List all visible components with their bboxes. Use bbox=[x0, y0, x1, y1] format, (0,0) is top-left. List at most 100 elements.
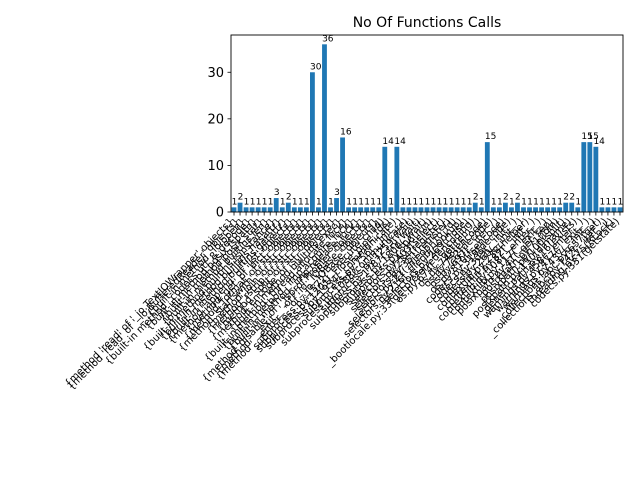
bar-value-label: 1 bbox=[232, 197, 238, 207]
bar bbox=[249, 207, 255, 212]
y-tick-label: 10 bbox=[207, 159, 224, 174]
bar bbox=[334, 198, 339, 212]
bar-value-label: 1 bbox=[346, 197, 352, 207]
bar-value-label: 1 bbox=[606, 197, 612, 207]
bar bbox=[490, 207, 496, 212]
bar bbox=[418, 207, 424, 212]
bar-value-label: 1 bbox=[262, 197, 268, 207]
bar bbox=[382, 146, 388, 212]
chart-title: No Of Functions Calls bbox=[353, 15, 502, 31]
bar-value-label: 1 bbox=[388, 197, 394, 207]
bar bbox=[539, 207, 544, 212]
bar bbox=[340, 137, 345, 212]
bar bbox=[454, 207, 460, 212]
bar-value-label: 2 bbox=[569, 193, 575, 203]
bar bbox=[424, 207, 430, 212]
bar bbox=[478, 207, 484, 212]
bar-value-label: 1 bbox=[280, 197, 286, 207]
bar-value-label: 16 bbox=[340, 127, 352, 137]
bar bbox=[279, 207, 285, 212]
bar-value-label: 1 bbox=[256, 197, 262, 207]
x-axis: {method 'read' of '_io.TextIOWrapper' ob… bbox=[63, 212, 622, 393]
bar-value-label: 1 bbox=[557, 197, 563, 207]
bar-value-label: 1 bbox=[467, 197, 473, 207]
bar bbox=[581, 142, 587, 212]
bar-value-label: 1 bbox=[612, 197, 618, 207]
bar-value-label: 30 bbox=[310, 62, 322, 72]
bar bbox=[521, 207, 526, 212]
bar bbox=[243, 207, 249, 212]
bar bbox=[557, 207, 563, 212]
bar bbox=[545, 207, 551, 212]
bar-value-label: 3 bbox=[334, 188, 340, 198]
bar bbox=[484, 142, 490, 212]
bar-value-label: 1 bbox=[437, 197, 443, 207]
bar-value-label: 1 bbox=[316, 197, 322, 207]
bar bbox=[273, 198, 279, 212]
bar bbox=[472, 202, 478, 212]
bar-value-label: 1 bbox=[370, 197, 376, 207]
bar-value-label: 1 bbox=[461, 197, 467, 207]
bar bbox=[599, 207, 605, 212]
bar-value-label: 1 bbox=[521, 197, 527, 207]
bar-value-label: 1 bbox=[527, 197, 533, 207]
bar bbox=[352, 207, 358, 212]
bar-value-label: 1 bbox=[304, 197, 310, 207]
bar-value-label: 1 bbox=[406, 197, 412, 207]
bar-value-label: 1 bbox=[497, 197, 503, 207]
bar-value-label: 1 bbox=[250, 197, 256, 207]
bar-value-label: 3 bbox=[274, 188, 280, 198]
bar bbox=[442, 207, 448, 212]
bar-value-label: 1 bbox=[292, 197, 298, 207]
bar bbox=[322, 44, 327, 212]
bar-value-label: 15 bbox=[587, 132, 598, 142]
bar bbox=[400, 207, 406, 212]
bar bbox=[316, 207, 321, 212]
bar bbox=[310, 72, 315, 213]
bar-value-label: 1 bbox=[400, 197, 406, 207]
bar bbox=[255, 207, 261, 212]
bar-value-label: 1 bbox=[509, 197, 515, 207]
y-axis: 0 10 20 30 bbox=[207, 66, 231, 221]
bar bbox=[358, 207, 364, 212]
bar bbox=[291, 207, 297, 212]
bar bbox=[328, 207, 333, 212]
plot-frame bbox=[230, 34, 624, 213]
bars-group bbox=[231, 44, 623, 213]
bar-value-label: 1 bbox=[455, 197, 461, 207]
bar-value-label: 1 bbox=[425, 197, 431, 207]
bar bbox=[502, 202, 508, 212]
bar bbox=[605, 207, 611, 212]
bar-value-label: 2 bbox=[473, 193, 479, 203]
bar-value-label: 1 bbox=[545, 197, 551, 207]
bar-value-label: 1 bbox=[364, 197, 370, 207]
bar-value-label: 1 bbox=[376, 197, 382, 207]
bar bbox=[406, 207, 412, 212]
bar bbox=[412, 207, 418, 212]
bar-value-label: 1 bbox=[539, 197, 545, 207]
bar-value-label: 1 bbox=[268, 197, 274, 207]
bar bbox=[460, 207, 466, 212]
bar bbox=[569, 202, 575, 212]
bar-value-label: 2 bbox=[563, 193, 569, 203]
bar-value-label: 15 bbox=[581, 132, 592, 142]
y-tick-label: 30 bbox=[207, 66, 224, 81]
y-tick-label: 0 bbox=[216, 206, 224, 221]
bar-value-label: 1 bbox=[479, 197, 485, 207]
bar-value-label: 14 bbox=[394, 137, 406, 147]
bar bbox=[297, 207, 303, 212]
bar-value-label: 1 bbox=[431, 197, 437, 207]
bar bbox=[587, 142, 593, 212]
bar-value-label: 1 bbox=[599, 197, 605, 207]
bar bbox=[533, 207, 538, 212]
bar bbox=[611, 207, 617, 212]
bar-value-label: 36 bbox=[322, 34, 334, 44]
bar-value-label: 1 bbox=[575, 197, 581, 207]
bar bbox=[231, 207, 237, 212]
bar-value-label: 1 bbox=[419, 197, 425, 207]
bar-value-label: 1 bbox=[352, 197, 358, 207]
bar-value-label: 2 bbox=[286, 193, 292, 203]
bar bbox=[237, 202, 243, 212]
bar bbox=[267, 207, 273, 212]
bar bbox=[563, 202, 569, 212]
